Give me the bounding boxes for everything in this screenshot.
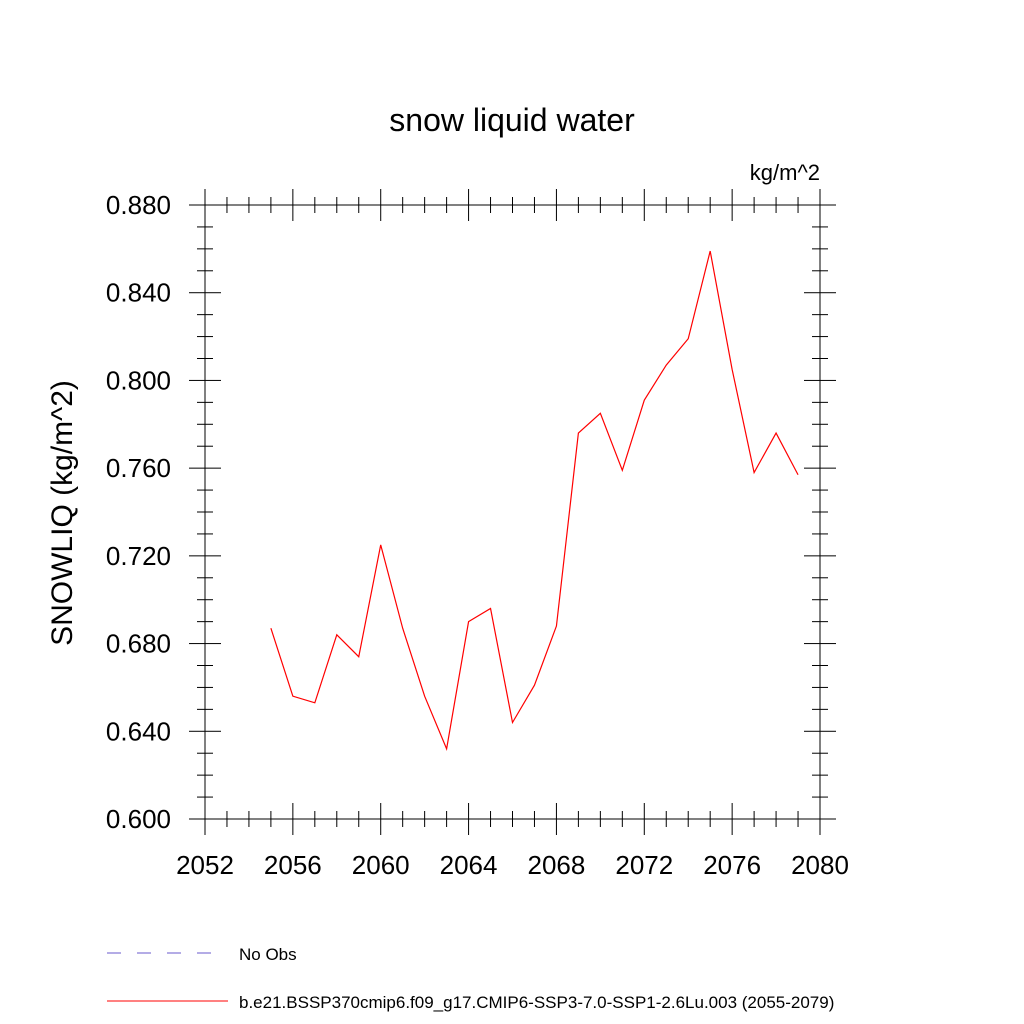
x-tick-label: 2052 xyxy=(176,850,234,880)
units-label: kg/m^2 xyxy=(750,160,820,185)
chart-title: snow liquid water xyxy=(389,102,635,138)
y-axis-label: SNOWLIQ (kg/m^2) xyxy=(46,380,79,646)
legend-label-model-run: b.e21.BSSP370cmip6.f09_g17.CMIP6-SSP3-7.… xyxy=(239,993,834,1012)
y-tick-label: 0.720 xyxy=(106,541,171,571)
series-line-0 xyxy=(270,250,799,751)
y-tick-label: 0.840 xyxy=(106,278,171,308)
x-tick-label: 2068 xyxy=(528,850,586,880)
y-tick-labels: 0.600 0.640 0.680 0.720 0.760 0.800 0.840 0.880 xyxy=(106,190,171,834)
y-tick-label: 0.600 xyxy=(106,804,171,834)
x-tick-label: 2080 xyxy=(791,850,849,880)
axis-ticks xyxy=(189,189,836,835)
y-tick-label: 0.760 xyxy=(106,453,171,483)
y-tick-label: 0.800 xyxy=(106,365,171,395)
x-tick-label: 2072 xyxy=(615,850,673,880)
y-tick-label: 0.680 xyxy=(106,629,171,659)
plot-frame xyxy=(204,204,821,820)
x-tick-label: 2060 xyxy=(352,850,410,880)
legend-label-no-obs: No Obs xyxy=(239,945,297,964)
x-tick-label: 2056 xyxy=(264,850,322,880)
legend: No Obs b.e21.BSSP370cmip6.f09_g17.CMIP6-… xyxy=(107,945,834,1012)
x-tick-label: 2064 xyxy=(440,850,498,880)
x-tick-labels: 2052 2056 2060 2064 2068 2072 2076 2080 xyxy=(176,850,849,880)
series-layer xyxy=(270,250,799,751)
y-tick-label: 0.640 xyxy=(106,716,171,746)
y-tick-label: 0.880 xyxy=(106,190,171,220)
x-tick-label: 2076 xyxy=(703,850,761,880)
